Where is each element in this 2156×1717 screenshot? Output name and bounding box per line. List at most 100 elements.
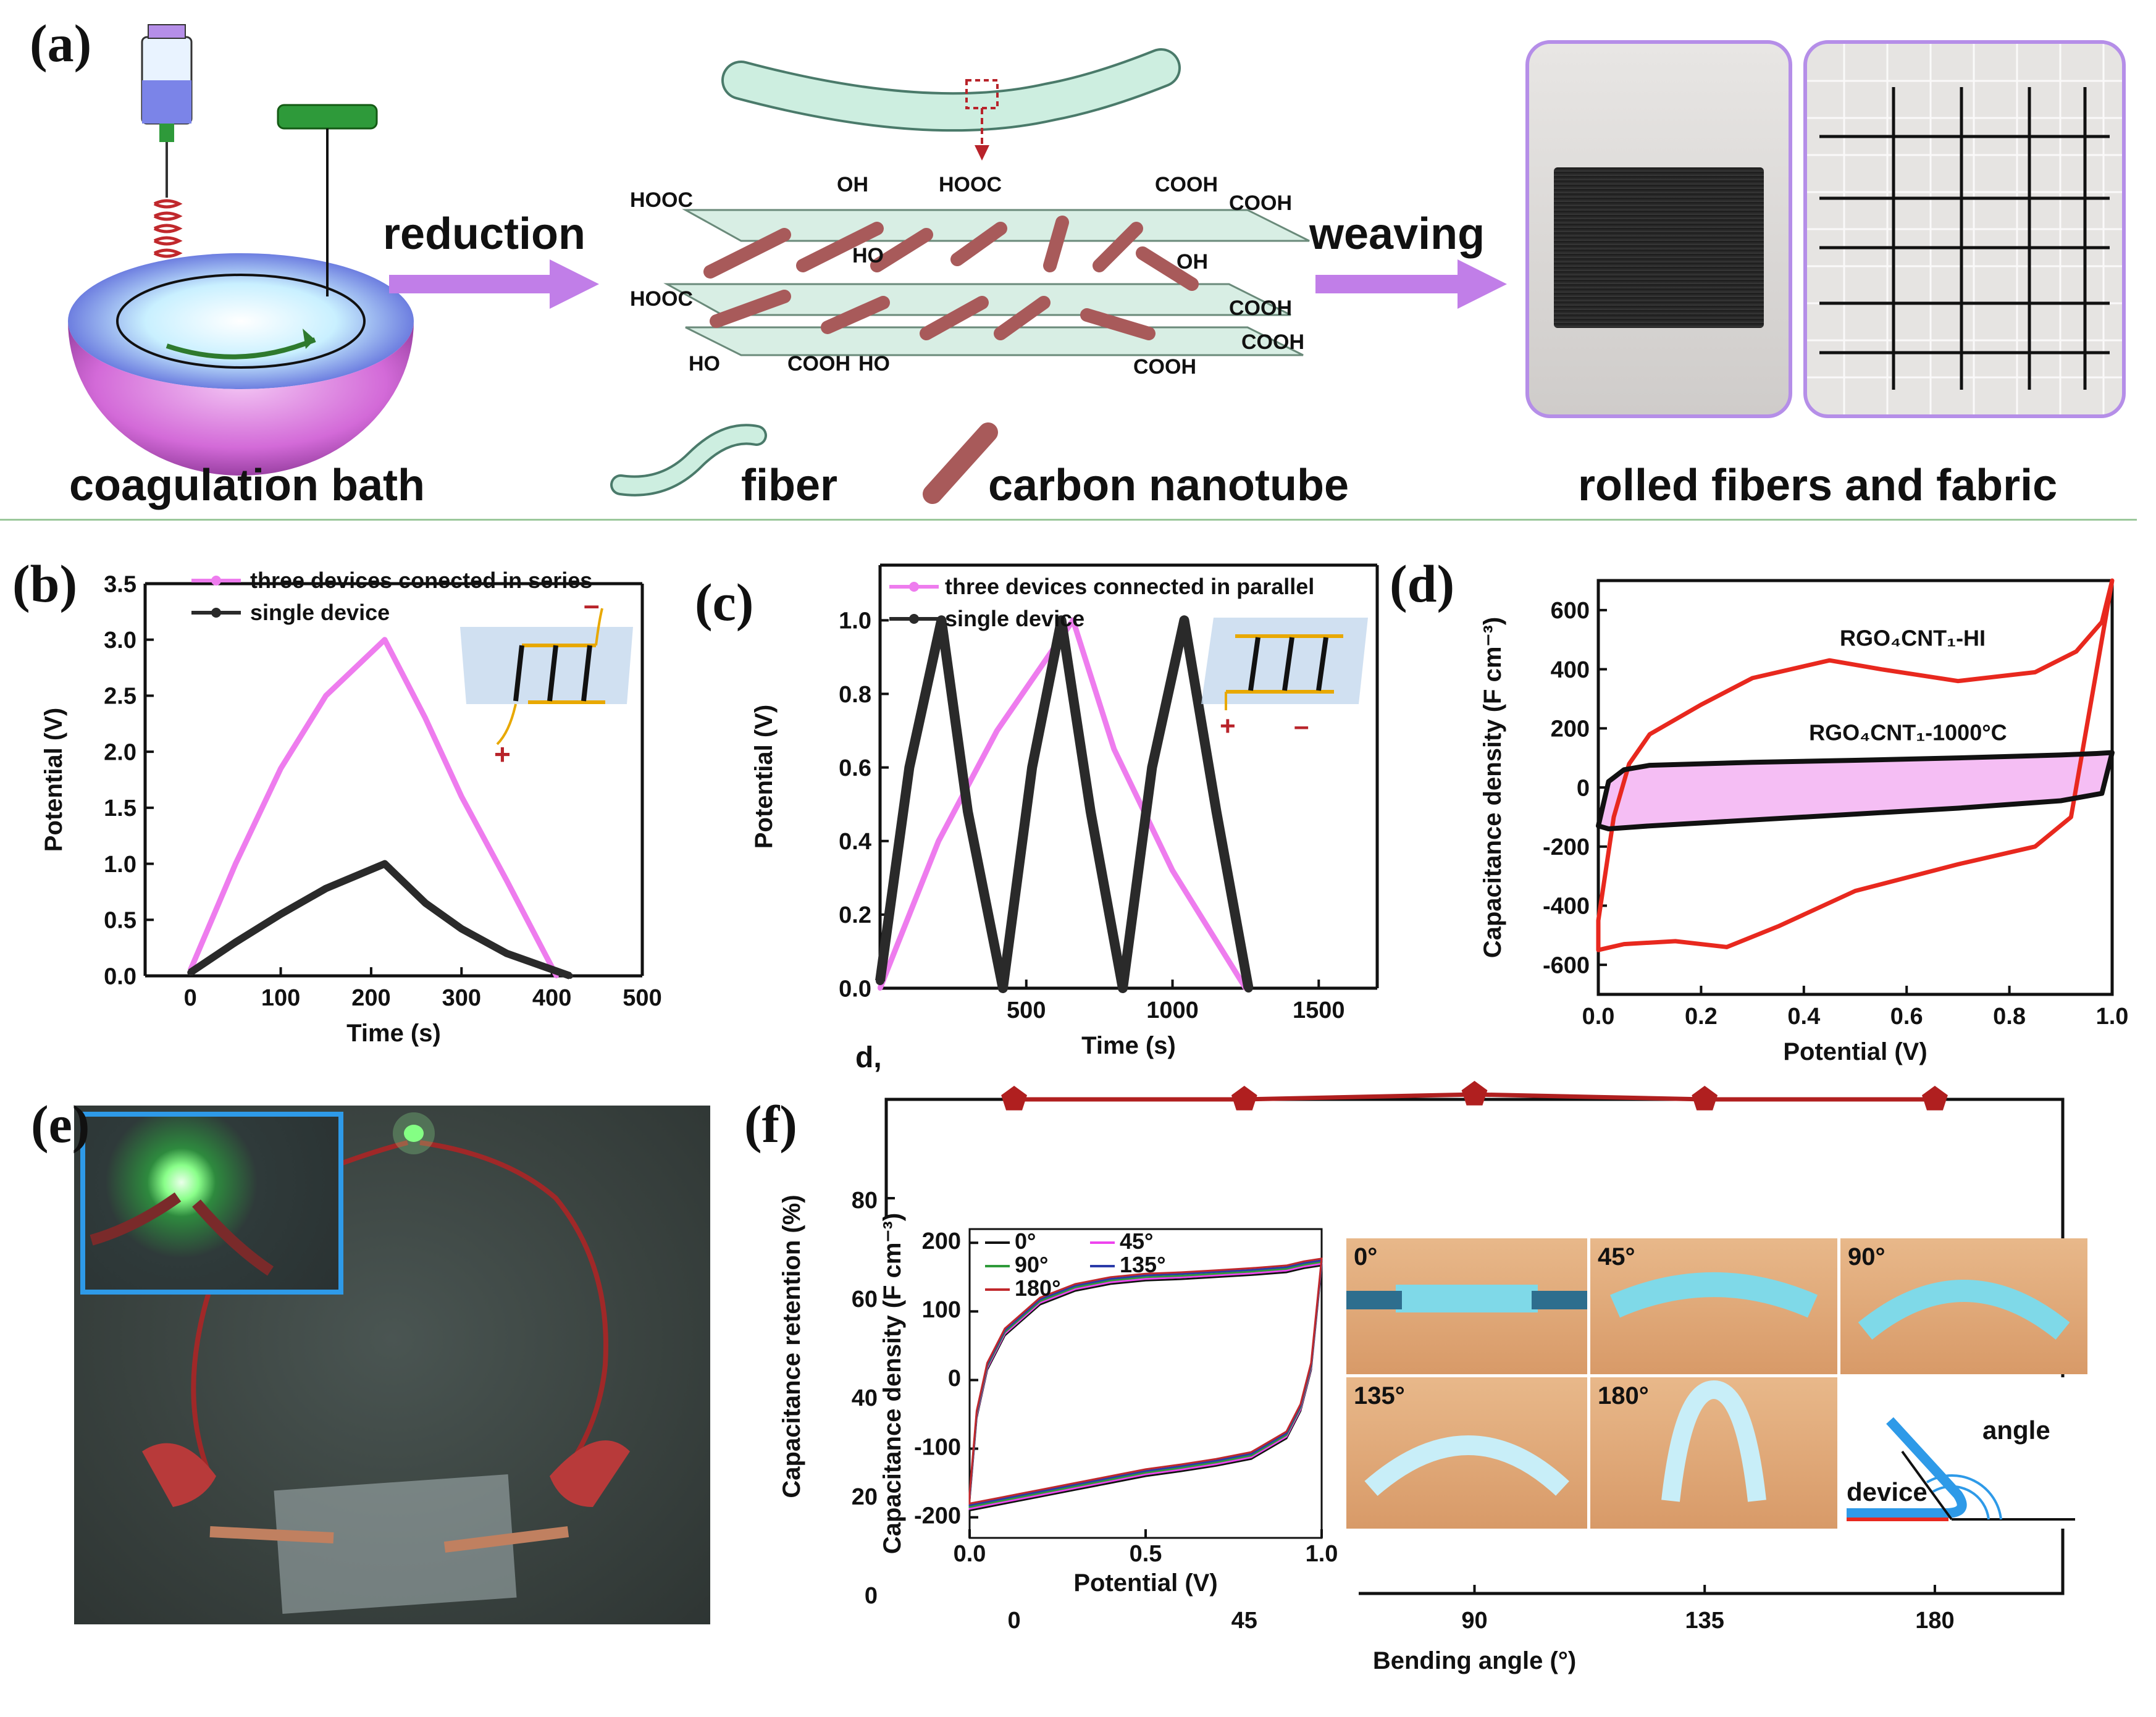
inset-legend-label: 45° <box>1120 1228 1153 1254</box>
x-tick-label: 200 <box>351 985 390 1011</box>
data-point <box>504 878 510 883</box>
panel-a-label: (a) <box>30 14 92 73</box>
y-tick-label: -200 <box>914 1503 961 1529</box>
retention-marker <box>1231 1086 1257 1110</box>
data-point <box>422 900 429 907</box>
syringe-fluid <box>142 80 191 124</box>
group-label: COOH <box>1229 191 1292 215</box>
legend-marker <box>211 576 221 586</box>
y-tick-label: 0 <box>1577 775 1590 801</box>
bend-angle-label: 135° <box>1354 1382 1405 1409</box>
panel-e-label: (e) <box>31 1094 90 1154</box>
data-point <box>936 838 941 844</box>
y-tick-label: -400 <box>1543 894 1590 920</box>
data-point <box>187 969 194 976</box>
bending-photos: 0° 45° 90° 135° 180° device angle <box>1346 1238 2087 1529</box>
group-label: HO <box>852 244 884 267</box>
data-point <box>1212 807 1221 817</box>
y-tick-label: -200 <box>1543 834 1590 860</box>
bend-photo-135: 135° <box>1346 1377 1587 1529</box>
bend-angle-label: 45° <box>1598 1243 1635 1270</box>
data-point <box>1111 746 1117 752</box>
chart-c: 500 1000 1500 0.0 0.2 0.4 0.6 0.8 1.0 Time (s) Pot… <box>750 563 1379 1059</box>
data-point <box>1070 618 1076 623</box>
y-tick-label: 0.8 <box>839 682 871 708</box>
reduction-arrow-icon <box>389 259 599 309</box>
bend-photo-180: 180° <box>1590 1377 1837 1529</box>
bend-angle-label: 180° <box>1598 1382 1649 1409</box>
fiber-coil <box>153 199 183 258</box>
inset-background <box>877 1217 1359 1606</box>
section-divider <box>0 519 2137 521</box>
y-axis-title: Capacitance density (F cm⁻³) <box>1479 617 1506 958</box>
data-point <box>503 950 510 957</box>
y-tick-label: 0.0 <box>104 963 136 989</box>
inset-legend-label: 135° <box>1120 1252 1165 1277</box>
x-tick-label: 0.5 <box>1130 1541 1162 1567</box>
supercapacitor-device <box>274 1474 517 1614</box>
data-point <box>963 807 973 817</box>
x-tick-label: 1000 <box>1146 997 1199 1023</box>
coagulation-bath-label: coagulation bath <box>69 461 425 510</box>
x-axis-title: Potential (V) <box>1783 1038 1927 1065</box>
series-line-single-device <box>875 615 1254 993</box>
x-tick-label: 0.0 <box>1582 1004 1615 1030</box>
data-point <box>876 976 884 986</box>
x-tick-label: 0 <box>184 985 197 1011</box>
data-point <box>566 973 573 979</box>
led-zoom-inset <box>80 1112 343 1295</box>
inset-legend-label: 0° <box>1015 1228 1036 1254</box>
cv-curve-1000c <box>1596 750 2115 831</box>
bowl <box>68 321 414 476</box>
retention-marker <box>1692 1086 1718 1110</box>
panel-b-label: (b) <box>12 554 78 613</box>
y-tick-label: 400 <box>1551 657 1590 683</box>
group-label: COOH <box>1229 296 1292 320</box>
carbon-nanotubes <box>703 216 1199 340</box>
angle-label: angle <box>1982 1416 2050 1445</box>
x-tick-label: 1.0 <box>2096 1004 2129 1030</box>
y-axis-title: Potential (V) <box>40 708 67 852</box>
device-label: device <box>1847 1477 1927 1506</box>
y-tick-label: 200 <box>922 1228 961 1254</box>
group-label: HOOC <box>630 287 693 311</box>
legend-marker <box>909 614 919 624</box>
series-line-single-device <box>188 860 571 980</box>
data-point <box>998 984 1007 993</box>
rolled-fibers-label: rolled fibers and fabric <box>1578 461 2058 510</box>
group-label: HO <box>858 352 890 376</box>
series-circuit-inset: + – <box>460 589 633 770</box>
y-tick-label: 0.4 <box>839 829 871 855</box>
parallel-circuit-inset: + – <box>1201 618 1368 741</box>
x-tick-label: 1.0 <box>1306 1541 1338 1567</box>
legend-label: single device <box>945 606 1084 631</box>
rotation-arrow-icon <box>166 337 316 359</box>
alligator-clip-left <box>142 1443 216 1507</box>
data-point <box>1244 984 1253 993</box>
retention-marker <box>1461 1081 1488 1106</box>
cv-curve-hi <box>1596 578 2115 952</box>
x-tick-label: 0 <box>1007 1608 1020 1634</box>
data-point <box>458 925 465 932</box>
y-tick-label: 3.5 <box>104 571 136 597</box>
data-point <box>233 861 238 867</box>
group-label: HOOC <box>939 173 1002 196</box>
y-tick-label: -600 <box>1543 952 1590 978</box>
chart-f-inset: 0.0 0.5 1.0 -200 -100 0 100 200 Potential (V) Cap… <box>877 1213 1359 1606</box>
x-axis-title: Bending angle (°) <box>1373 1647 1576 1674</box>
data-point <box>1118 984 1128 993</box>
x-axis-title: Time (s) <box>346 1020 441 1047</box>
data-point <box>1086 807 1095 817</box>
retention-marker <box>1001 1086 1027 1110</box>
data-point <box>382 637 387 642</box>
group-label: COOH <box>1133 355 1196 379</box>
x-tick-label: 90 <box>1461 1608 1487 1634</box>
data-point <box>1180 616 1189 625</box>
data-point <box>277 911 284 918</box>
x-tick-label: 0.6 <box>1890 1004 1923 1030</box>
data-point <box>232 939 239 946</box>
y-tick-label: 2.5 <box>104 684 136 710</box>
minus-sign: – <box>584 589 600 621</box>
panel-d-label: (d) <box>1390 554 1455 613</box>
y-axis-title: Capacitance density (F cm⁻³) <box>879 1213 906 1554</box>
